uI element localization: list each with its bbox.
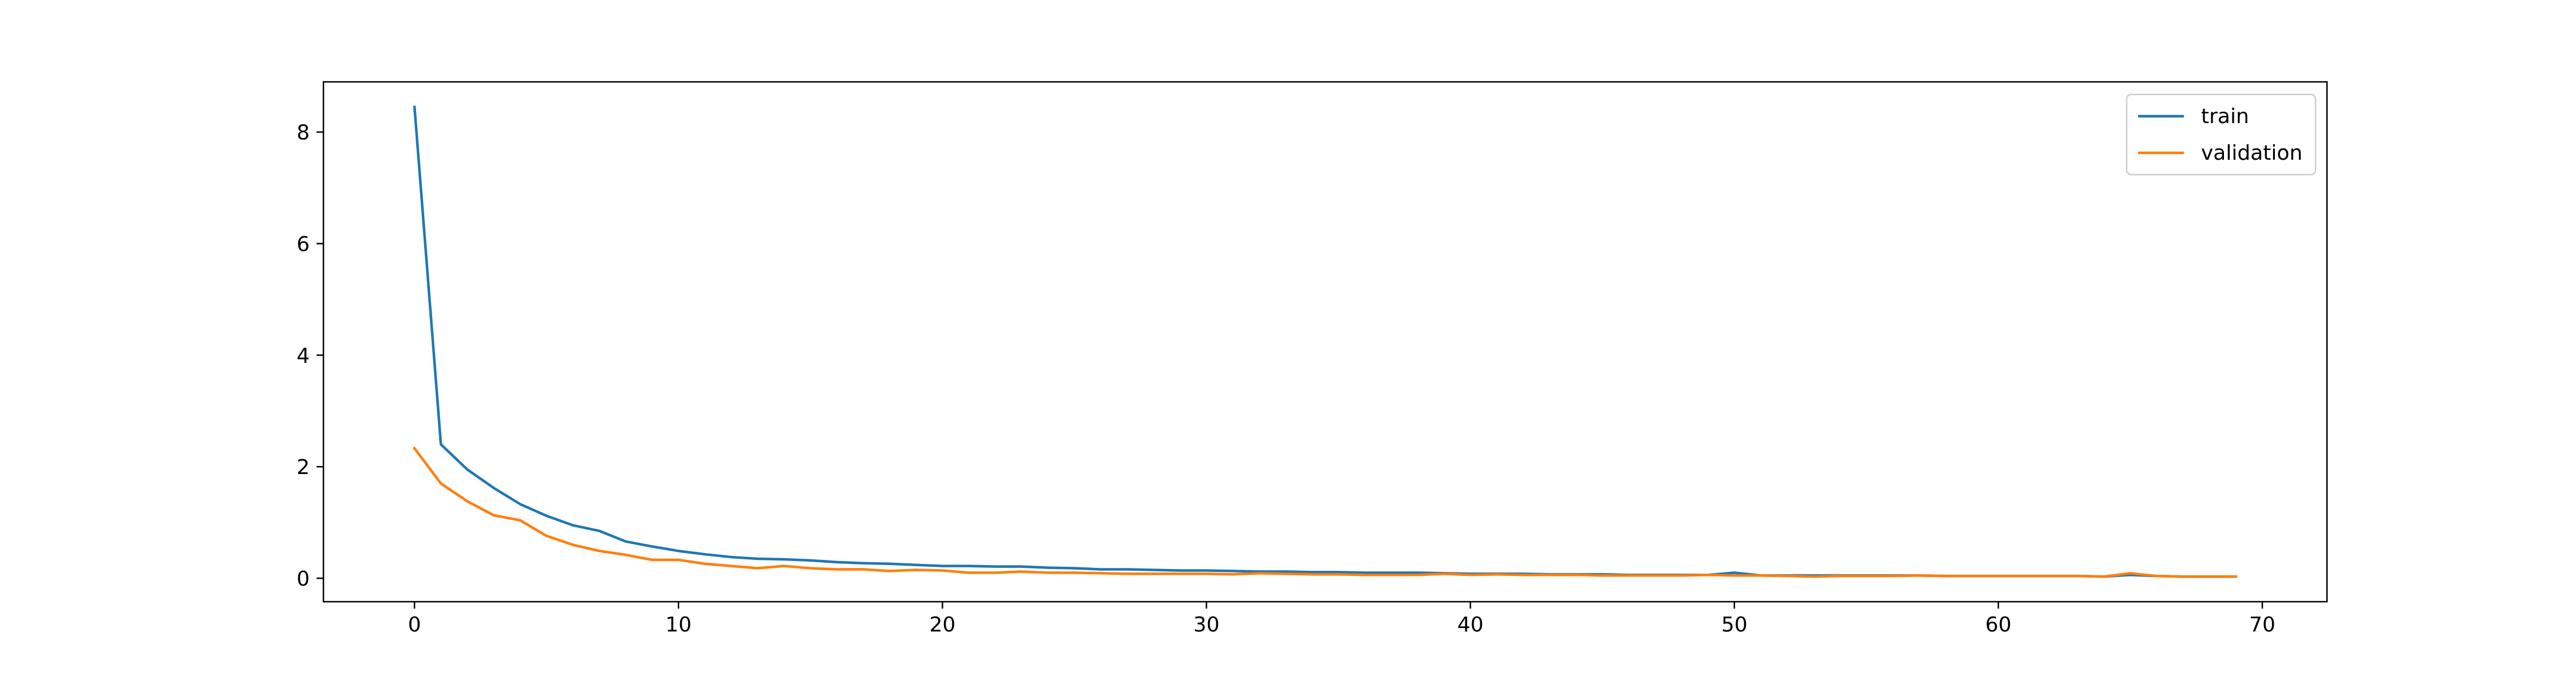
x-tick-label: 50 bbox=[1721, 613, 1748, 637]
legend-box bbox=[2125, 93, 2317, 176]
plot-area: 0 10 20 30 40 50 60 70 0 2 4 6 8 train validation bbox=[297, 81, 2328, 637]
axes-frame bbox=[322, 81, 2328, 603]
y-tick-label: 6 bbox=[297, 233, 310, 256]
y-tick-label: 8 bbox=[297, 121, 310, 145]
x-tick-label: 30 bbox=[1194, 613, 1220, 637]
legend-label-validation: validation bbox=[2201, 141, 2302, 165]
x-tick-label: 40 bbox=[1457, 613, 1484, 637]
axes-background bbox=[323, 82, 2327, 602]
y-tick-label: 0 bbox=[297, 567, 310, 591]
y-tick-label: 4 bbox=[297, 344, 310, 368]
legend-label-train: train bbox=[2201, 105, 2249, 128]
series-line-validation bbox=[412, 446, 2238, 578]
x-tick-label: 20 bbox=[929, 613, 955, 637]
y-tick-label: 2 bbox=[297, 456, 310, 479]
x-tick-label: 70 bbox=[2249, 613, 2275, 637]
x-tick-label: 60 bbox=[1985, 613, 2012, 637]
x-tick-label: 10 bbox=[665, 613, 692, 637]
x-tick-label: 0 bbox=[408, 613, 421, 637]
